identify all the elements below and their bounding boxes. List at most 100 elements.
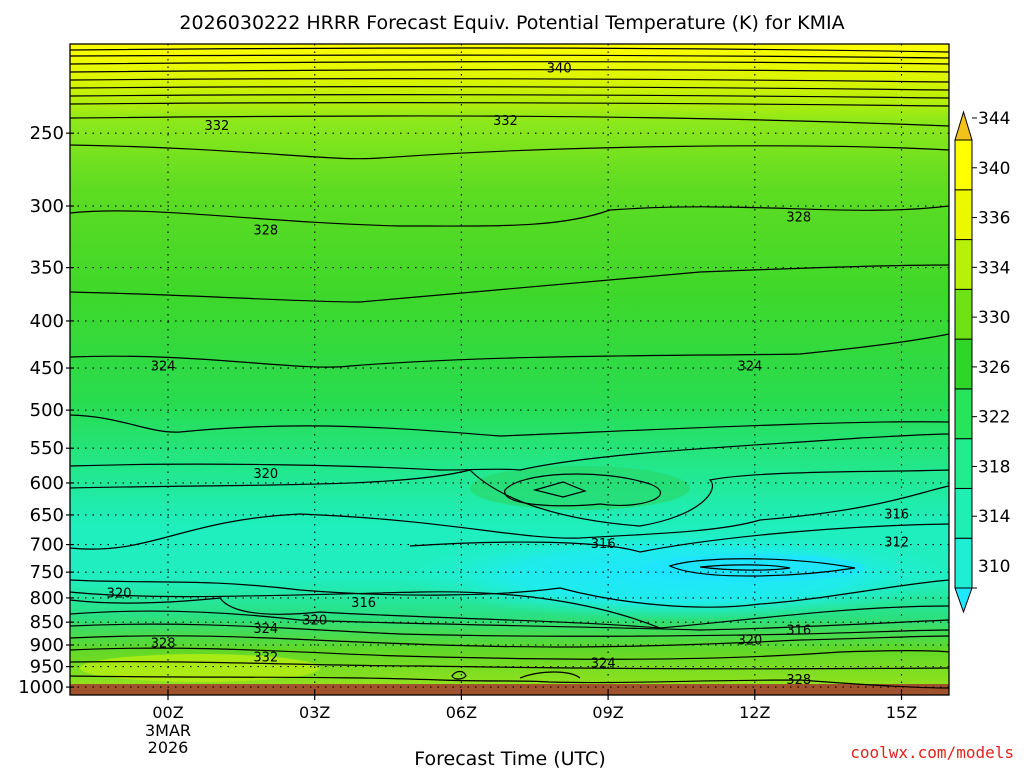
contour-line [70, 333, 949, 368]
plot-area [70, 44, 949, 695]
contour-line [70, 660, 949, 670]
contour-label-text: 324 [253, 622, 278, 637]
contour-lines [70, 47, 949, 689]
contour-label: 316 [786, 624, 811, 639]
contour-label-text: 316 [591, 537, 616, 552]
y-tick-label: 800 [30, 588, 64, 609]
contour-line [70, 414, 949, 437]
contour-line [70, 469, 949, 527]
contour-line [70, 102, 949, 107]
y-tick-label: 900 [30, 635, 64, 656]
colorbar-label: 326 [978, 358, 1010, 378]
colorbar-label: 334 [978, 258, 1010, 278]
contour-line [70, 610, 949, 631]
y-tick-label: 1000 [18, 677, 64, 698]
contour-label-text: 320 [302, 613, 327, 628]
contour-line [70, 69, 949, 73]
contour-line [70, 623, 949, 637]
x-tick-label: 12Z [739, 703, 770, 722]
contour-label: 324 [737, 359, 762, 374]
contour-label-text: 340 [547, 61, 572, 76]
contour-label: 312 [884, 536, 909, 551]
colorbar-label: 330 [978, 308, 1010, 328]
contour-label: 324 [253, 622, 278, 637]
colorbar-label: 310 [978, 557, 1010, 577]
contour-label-text: 320 [107, 586, 132, 601]
contour-line [70, 264, 949, 303]
contour-line [70, 144, 949, 160]
contour-label-text: 328 [786, 211, 811, 226]
contour-line [532, 481, 587, 498]
contour-label-text: 316 [351, 596, 376, 611]
contour-line [504, 473, 661, 507]
y-tick-label: 650 [30, 505, 64, 526]
contour-label: 328 [786, 211, 811, 226]
contour-label: 328 [786, 673, 811, 688]
contour-line [70, 86, 949, 91]
contour-label: 316 [591, 537, 616, 552]
y-tick-label: 850 [30, 612, 64, 633]
y-tick-label: 350 [30, 258, 64, 279]
contour-label: 320 [737, 634, 762, 649]
y-tick-label: 450 [30, 358, 64, 379]
y-tick-label: 750 [30, 562, 64, 583]
y-tick-label: 550 [30, 438, 64, 459]
contour-label: 316 [884, 508, 909, 523]
colorbar-swatch [954, 487, 973, 539]
colorbar-label: 340 [978, 159, 1010, 179]
y-tick-label: 950 [30, 657, 64, 678]
contour-label: 320 [253, 467, 278, 482]
contour-label: 324 [151, 359, 176, 374]
axes: 2503003504004505005506006507007508008509… [18, 43, 950, 757]
contour-label-text: 324 [151, 359, 176, 374]
colorbar-swatch [954, 239, 973, 290]
x-tick-label: 03Z [299, 703, 330, 722]
contour-label-text: 332 [204, 119, 229, 134]
x-date-label: 3MAR [145, 721, 191, 740]
contour-label-text: 328 [253, 223, 278, 238]
colorbar-label: 322 [978, 408, 1010, 428]
contour-labels: 340 332 332 328 328 324 324 320 320 320 320 316 316 3… [107, 61, 909, 688]
colorbar-label: 314 [978, 507, 1010, 527]
contour-line [70, 47, 949, 53]
contour-line [70, 485, 949, 550]
contour-line [70, 597, 661, 629]
contour-label-text: 332 [493, 114, 518, 129]
contour-label-text: 312 [884, 536, 909, 551]
colorbar-bottom-arrow [954, 587, 973, 614]
contour-line [70, 647, 949, 660]
contour-label: 328 [151, 636, 176, 651]
contour-label-text: 332 [253, 650, 278, 665]
contour-label: 324 [591, 656, 616, 671]
plot-frame [69, 43, 950, 696]
contour-line [70, 115, 949, 127]
x-date-label: 2026 [148, 738, 189, 757]
contour-line [409, 523, 949, 553]
y-tick-label: 500 [30, 400, 64, 421]
x-axis-label: Forecast Time (UTC) [414, 748, 605, 768]
contour-label: 328 [253, 223, 278, 238]
y-tick-label: 700 [30, 535, 64, 556]
y-tick-label: 600 [30, 473, 64, 494]
contour-label: 332 [493, 114, 518, 129]
contour-label: 340 [547, 61, 572, 76]
colorbar-swatch [954, 537, 973, 589]
contour-line [70, 579, 949, 608]
contour-label-text: 324 [737, 359, 762, 374]
contour-label-text: 320 [253, 467, 278, 482]
contour-line [70, 591, 949, 629]
contour-line [70, 54, 949, 59]
colorbar-top-arrow [954, 110, 973, 141]
warm-pocket [470, 466, 690, 510]
contour-label-text: 328 [786, 673, 811, 688]
contour-label: 332 [253, 650, 278, 665]
contour-line [519, 671, 581, 679]
credit-link[interactable]: coolwx.com/models [850, 743, 1014, 762]
colorbar-label: 344 [978, 109, 1010, 129]
x-tick-label: 15Z [886, 703, 917, 722]
contour-line [70, 635, 949, 648]
colorbar-swatch [954, 438, 973, 489]
contour-label: 320 [107, 586, 132, 601]
contour-line [70, 78, 949, 83]
